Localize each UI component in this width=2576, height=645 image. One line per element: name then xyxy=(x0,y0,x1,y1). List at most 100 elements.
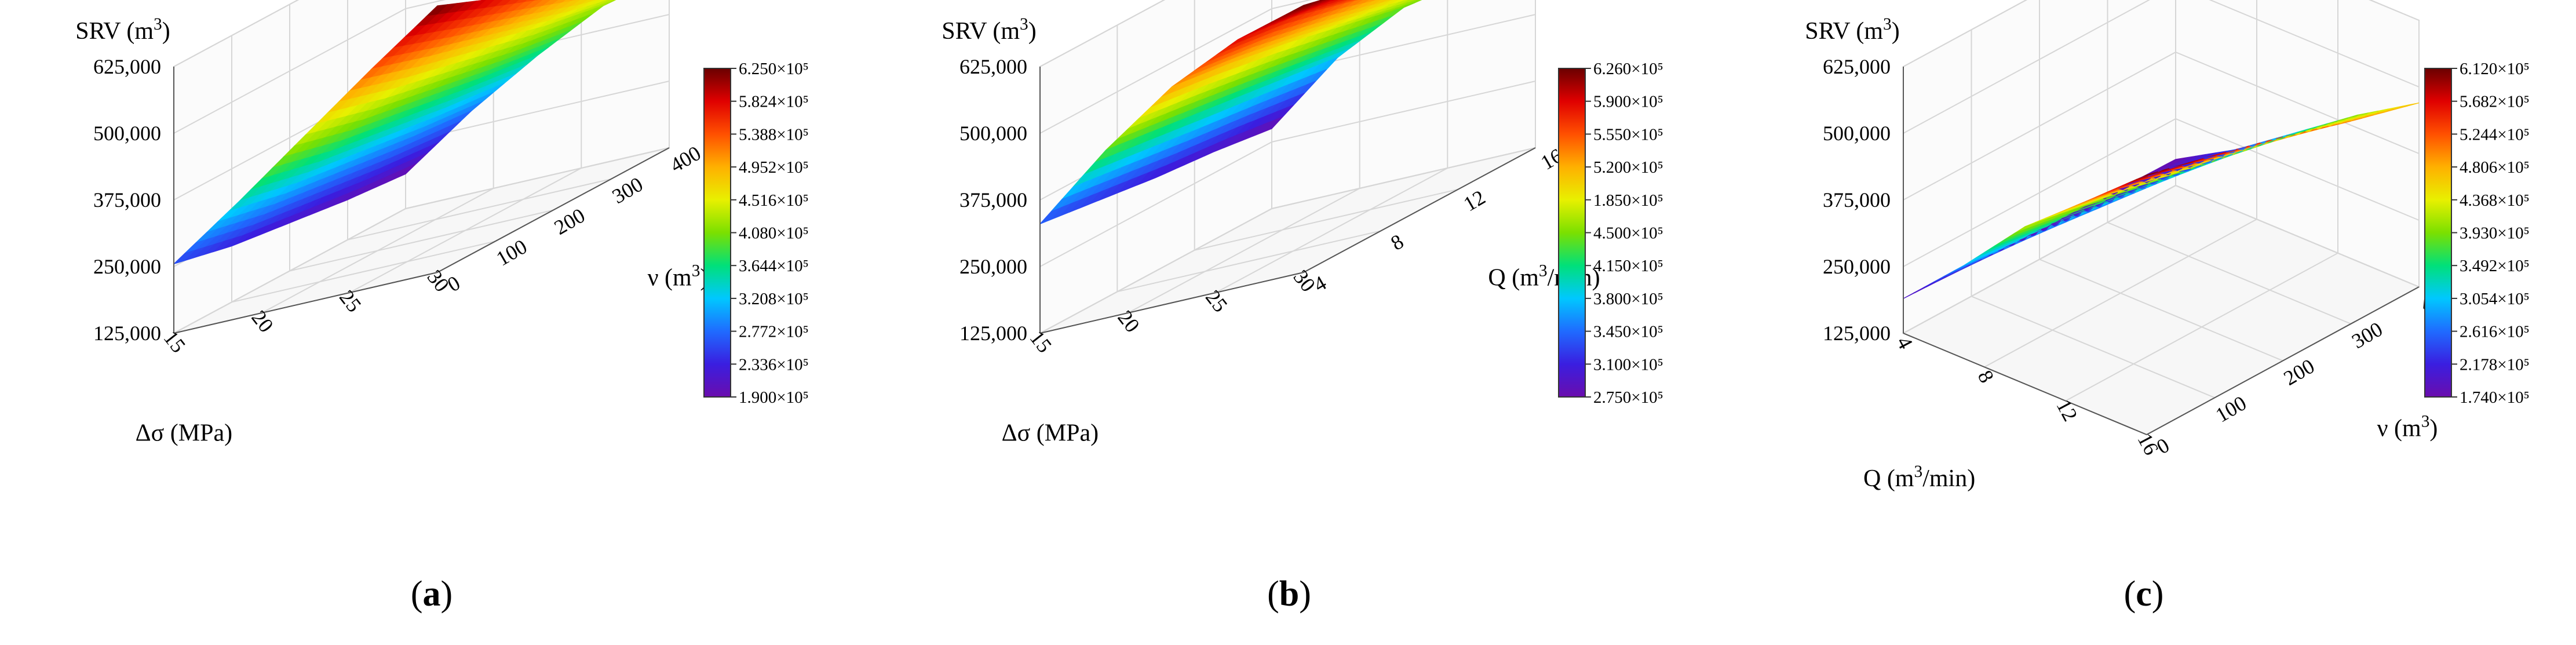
panel-caption-part: a xyxy=(423,574,441,614)
x-axis-line xyxy=(1903,333,2147,435)
z-tick-label-part: 625,000 xyxy=(93,55,161,78)
colorbar-label: 3.054×10⁵ xyxy=(2460,290,2530,308)
colorbar-label-part: 1.900×10⁵ xyxy=(739,388,809,407)
z-axis-title-part: ) xyxy=(162,18,170,45)
colorbar-label: 3.208×10⁵ xyxy=(739,290,809,308)
colorbar-label-part: 3.054×10⁵ xyxy=(2460,290,2530,308)
colorbar-label-part: 6.260×10⁵ xyxy=(1593,60,1663,78)
z-tick-label: 250,000 xyxy=(1823,255,1891,278)
x-axis-title-part: Δσ (MPa) xyxy=(136,420,232,447)
colorbar-label: 1.900×10⁵ xyxy=(739,388,809,407)
y-axis-title-part: 3 xyxy=(2421,413,2430,431)
colorbar-label: 5.824×10⁵ xyxy=(739,93,809,111)
colorbar-label-part: 5.824×10⁵ xyxy=(739,93,809,111)
colorbar-label: 5.682×10⁵ xyxy=(2460,93,2530,111)
colorbar-label: 6.260×10⁵ xyxy=(1593,60,1663,78)
z-tick-label-part: 125,000 xyxy=(93,322,161,345)
colorbar-label: 4.806×10⁵ xyxy=(2460,158,2530,177)
x-axis-line xyxy=(1039,272,1304,334)
z-tick-label: 125,000 xyxy=(959,322,1027,345)
axes-lines xyxy=(173,67,670,334)
z-gridline xyxy=(1903,0,2420,67)
colorbar-label-part: 5.244×10⁵ xyxy=(2460,125,2530,144)
z-tick-label: 500,000 xyxy=(959,122,1027,145)
panel-caption-part: ) xyxy=(2152,574,2164,614)
colorbar-label: 5.388×10⁵ xyxy=(739,125,809,144)
z-axis-title-part: ) xyxy=(1892,18,1900,45)
panel-caption-part: ( xyxy=(411,574,423,614)
y-gridline xyxy=(289,4,554,272)
surface-patch xyxy=(1903,287,1925,299)
y-axis-line xyxy=(437,147,670,273)
x-axis-title: Δσ (MPa) xyxy=(136,420,232,447)
x-axis-title-part: /min) xyxy=(1922,465,1975,492)
y-gridline xyxy=(2175,0,2420,287)
x-tick-label: 8 xyxy=(1973,366,1999,387)
colorbar-label-part: 3.930×10⁵ xyxy=(2460,224,2530,243)
panel-caption: (c) xyxy=(2124,574,2164,614)
chart-panel-c: 125,000250,000375,000500,000625,00048121… xyxy=(1805,0,2530,614)
z-tick-label: 625,000 xyxy=(93,55,161,78)
colorbar-bar xyxy=(703,68,731,398)
x-tick-label-part: 8 xyxy=(1973,366,1999,387)
z-axis-title-part: ) xyxy=(1028,18,1037,45)
colorbar-label: 4.368×10⁵ xyxy=(2460,191,2530,210)
colorbar-label-part: 2.178×10⁵ xyxy=(2460,355,2530,374)
colorbar-label-part: 5.200×10⁵ xyxy=(1593,158,1663,177)
chart-panel-b: 125,000250,000375,000500,000625,00015202… xyxy=(942,0,1663,614)
colorbar-label-part: 6.250×10⁵ xyxy=(739,60,809,78)
surface-patch xyxy=(173,250,195,264)
z-axis-title: SRV (m3) xyxy=(75,15,170,45)
colorbar-label: 1.850×10⁵ xyxy=(1593,191,1663,210)
colorbar-label-part: 3.492×10⁵ xyxy=(2460,257,2530,275)
colorbar-label: 1.740×10⁵ xyxy=(2460,388,2530,407)
panel-caption-part: ) xyxy=(1299,574,1311,614)
panel-caption-part: ( xyxy=(2124,574,2136,614)
y-tick-label: 8 xyxy=(1387,229,1408,255)
colorbar-label: 2.178×10⁵ xyxy=(2460,355,2530,374)
z-tick-label: 500,000 xyxy=(1823,122,1891,145)
axes-lines xyxy=(1903,67,2420,435)
y-axis-title-part: ν (m xyxy=(2377,416,2421,442)
z-tick-label: 125,000 xyxy=(1823,322,1891,345)
y-axis-title-part: Q (m xyxy=(1488,265,1539,291)
panel-caption: (b) xyxy=(1267,574,1311,614)
colorbar-label-part: 5.550×10⁵ xyxy=(1593,125,1663,144)
z-tick-label: 625,000 xyxy=(959,55,1027,78)
colorbar: 6.120×10⁵ 5.682×10⁵ 5.244×10⁵ 4.806×10⁵ 4.36… xyxy=(2424,60,2530,407)
x-tick-label: 4 xyxy=(1892,333,1918,353)
z-tick-label: 375,000 xyxy=(1823,188,1891,212)
colorbar-label-part: 1.740×10⁵ xyxy=(2460,388,2530,407)
z-axis-title: SRV (m3) xyxy=(942,15,1036,45)
colorbar-label-part: 4.150×10⁵ xyxy=(1593,257,1663,275)
axis-walls xyxy=(1902,0,2421,436)
z-tick-label-part: 250,000 xyxy=(959,255,1027,278)
colorbar-label: 4.080×10⁵ xyxy=(739,224,809,243)
colorbar-label-part: 6.120×10⁵ xyxy=(2460,60,2530,78)
y-tick-label: 12 xyxy=(1460,185,1489,216)
y-gridline xyxy=(1116,25,1381,293)
z-axis-title-part: 3 xyxy=(154,15,162,34)
z-tick-label: 625,000 xyxy=(1823,55,1891,78)
colorbar-label-part: 2.336×10⁵ xyxy=(739,355,809,374)
z-axis-title-part: SRV (m xyxy=(75,18,154,45)
y-gridline xyxy=(2107,0,2351,325)
y-axis-line xyxy=(1303,147,1536,273)
colorbar: 6.250×10⁵ 5.824×10⁵ 5.388×10⁵ 4.952×10⁵ 4.51… xyxy=(703,60,809,407)
y-axis-title-part: ) xyxy=(2429,416,2438,442)
y-axis-title: ν (m3) xyxy=(648,262,709,291)
panel-caption-part: ( xyxy=(1267,574,1279,614)
colorbar-label: 3.644×10⁵ xyxy=(739,257,809,275)
y-gridline xyxy=(347,0,612,241)
colorbar-label: 3.100×10⁵ xyxy=(1593,355,1663,374)
surface-mesh xyxy=(1903,103,2420,299)
colorbar-label: 4.952×10⁵ xyxy=(739,158,809,177)
z-tick-label: 250,000 xyxy=(93,255,161,278)
colorbar-label-part: 1.850×10⁵ xyxy=(1593,191,1663,210)
z-tick-label: 500,000 xyxy=(93,122,161,145)
panel-caption: (a) xyxy=(411,574,453,614)
z-tick-label-part: 375,000 xyxy=(93,188,161,212)
y-axis-line xyxy=(2146,286,2420,435)
z-tick-label-part: 375,000 xyxy=(959,188,1027,212)
